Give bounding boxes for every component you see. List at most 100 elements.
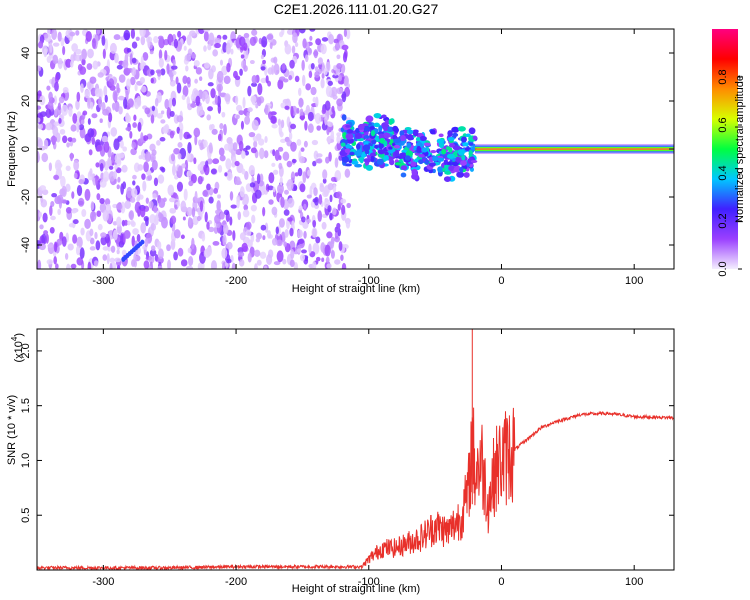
- heatmap-cell: [290, 141, 297, 152]
- heatmap-cell: [54, 159, 62, 172]
- heatmap-cell: [354, 150, 363, 157]
- heatmap-cell: [223, 209, 230, 216]
- heatmap-band: [474, 148, 674, 150]
- heatmap-cell: [443, 176, 452, 182]
- heatmap-cell: [132, 122, 138, 128]
- y-tick-label: 2.0: [20, 343, 32, 358]
- heatmap-cell: [251, 29, 258, 36]
- heatmap-cell: [182, 85, 189, 97]
- heatmap-cell: [264, 222, 269, 233]
- svg-text:(x104): (x104): [10, 333, 25, 363]
- heatmap-cell: [84, 218, 91, 229]
- heatmap-cell: [381, 114, 387, 119]
- heatmap-cell: [161, 167, 166, 173]
- heatmap-cell: [321, 257, 325, 263]
- heatmap-cell: [173, 251, 178, 261]
- heatmap-cell: [193, 90, 200, 96]
- heatmap-cell: [224, 172, 228, 177]
- heatmap-cell: [317, 57, 324, 65]
- heatmap-cell: [336, 54, 341, 60]
- snr-multiplier: (x104): [10, 333, 25, 363]
- heatmap-cell: [162, 197, 167, 203]
- heatmap-cell: [415, 136, 421, 142]
- heatmap-cell: [404, 126, 412, 131]
- heatmap-cell: [225, 42, 231, 55]
- heatmap-cell: [236, 196, 240, 209]
- heatmap-cell: [232, 230, 236, 241]
- heatmap-cell: [182, 216, 186, 221]
- heatmap-cell: [282, 151, 290, 161]
- heatmap-cell: [108, 112, 113, 123]
- snr-background: [37, 329, 674, 570]
- heatmap-cell: [275, 226, 279, 235]
- heatmap-cell: [307, 169, 311, 177]
- heatmap-cell: [343, 77, 349, 86]
- heatmap-cell: [340, 198, 347, 204]
- heatmap-cell: [338, 241, 343, 251]
- heatmap-cell: [244, 150, 249, 156]
- heatmap-cell: [229, 216, 233, 226]
- heatmap-cell: [94, 88, 102, 98]
- heatmap-cell: [114, 101, 120, 113]
- heatmap-cell: [463, 172, 470, 178]
- heatmap-cell: [125, 90, 129, 100]
- heatmap-cell: [423, 142, 431, 147]
- heatmap-cell: [143, 161, 149, 173]
- heatmap-cell: [96, 29, 101, 35]
- heatmap-cell: [268, 172, 275, 184]
- heatmap-cell: [140, 132, 144, 144]
- heatmap-cell: [59, 128, 66, 135]
- heatmap-cell: [150, 223, 157, 231]
- heatmap-cell: [38, 41, 44, 49]
- heatmap-cell: [186, 206, 193, 217]
- heatmap-cell: [177, 142, 183, 148]
- heatmap-cell: [48, 91, 53, 101]
- heatmap-cell: [470, 159, 478, 163]
- heatmap-cell: [96, 210, 102, 217]
- heatmap-cell: [96, 193, 101, 201]
- heatmap-cell: [250, 204, 257, 212]
- heatmap-cell: [135, 36, 140, 41]
- colorbar-tick-label: 0.8: [717, 69, 729, 84]
- heatmap-cell: [383, 126, 388, 132]
- heatmap-cell: [81, 48, 87, 60]
- heatmap-cell: [97, 72, 104, 78]
- heatmap-cell: [216, 200, 221, 212]
- heatmap-cell: [324, 100, 331, 111]
- heatmap-cell: [51, 193, 58, 198]
- heatmap-cell: [144, 151, 152, 163]
- heatmap-cell: [329, 212, 333, 221]
- heatmap-cell: [89, 228, 94, 237]
- heatmap-cell: [190, 103, 197, 108]
- heatmap-cell: [327, 136, 331, 145]
- heatmap-cell: [337, 228, 342, 237]
- heatmap-cell: [344, 163, 352, 167]
- heatmap-cell: [131, 41, 138, 49]
- heatmap-cell: [226, 241, 233, 250]
- heatmap-cell: [160, 110, 165, 115]
- heatmap-cell: [75, 30, 80, 36]
- heatmap-cell: [306, 194, 312, 199]
- y-tick-label: -20: [20, 189, 32, 205]
- heatmap-cell: [313, 49, 319, 59]
- heatmap-cell: [81, 58, 86, 66]
- heatmap-cell: [52, 125, 59, 137]
- heatmap-cell: [71, 191, 75, 199]
- heatmap-cell: [62, 87, 69, 94]
- heatmap-cell: [157, 35, 164, 40]
- heatmap-cell: [151, 149, 157, 156]
- heatmap-cell: [133, 114, 137, 121]
- heatmap-cell: [319, 184, 325, 193]
- heatmap-cell: [184, 54, 192, 62]
- heatmap-cell: [203, 164, 207, 172]
- heatmap-cell: [282, 258, 287, 265]
- heatmap-cell: [76, 184, 83, 197]
- heatmap-cell: [191, 53, 197, 59]
- heatmap-cell: [76, 122, 80, 133]
- heatmap-cell: [394, 127, 399, 133]
- heatmap-cell: [222, 34, 228, 40]
- heatmap-cell: [202, 190, 209, 197]
- heatmap-cell: [188, 180, 194, 187]
- heatmap-cell: [46, 259, 54, 265]
